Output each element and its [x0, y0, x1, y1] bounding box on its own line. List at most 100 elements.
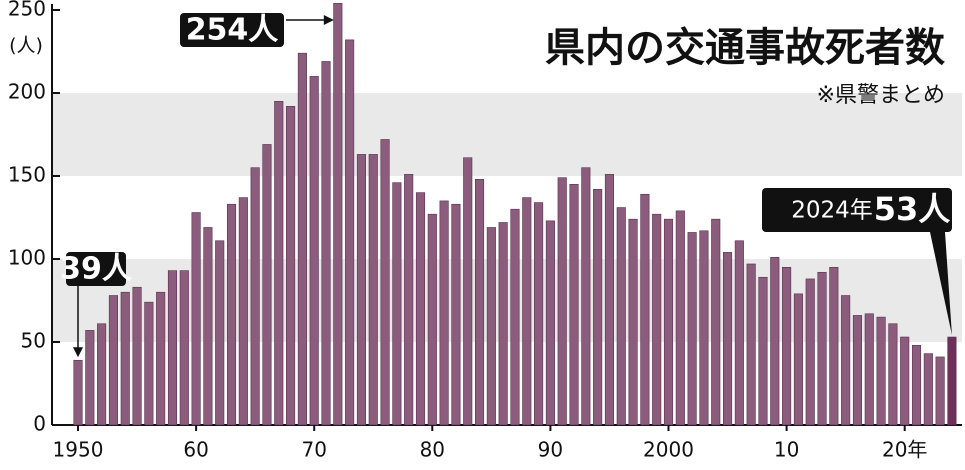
y-tick-label: 0 — [33, 412, 46, 436]
bar — [675, 210, 685, 426]
annotation-prefix: 2024年 — [791, 198, 873, 224]
y-tick-label: 100 — [8, 246, 46, 270]
bar — [829, 266, 839, 426]
bar — [356, 154, 366, 426]
x-tick-label: 2000 — [643, 438, 694, 462]
bar — [864, 313, 874, 426]
bar — [144, 301, 154, 426]
x-tick-label: 10 — [774, 438, 799, 462]
bar — [203, 227, 213, 426]
x-tick-label: 60 — [183, 438, 208, 462]
bar — [557, 177, 567, 426]
bar — [498, 222, 508, 426]
bar — [876, 316, 886, 426]
bar — [947, 336, 957, 426]
band — [52, 93, 962, 176]
bar — [179, 270, 189, 426]
bar — [392, 182, 402, 426]
bar — [321, 61, 331, 426]
bar — [534, 202, 544, 426]
bar — [286, 105, 296, 426]
bar — [132, 286, 142, 426]
bar — [156, 291, 166, 426]
bar — [722, 252, 733, 426]
bar — [628, 218, 638, 426]
bar — [380, 139, 390, 426]
bar — [274, 101, 284, 426]
y-tick-label: 50 — [21, 329, 46, 353]
x-tick-label: 1950 — [53, 438, 104, 462]
bar — [652, 213, 662, 426]
bar — [262, 144, 272, 426]
x-tick-label: 70 — [301, 438, 326, 462]
annotation-box — [66, 252, 126, 286]
bar — [463, 157, 473, 426]
x-tick-label: 20年 — [882, 438, 927, 462]
annotation-box — [762, 188, 952, 232]
annotation-text: 39人 — [60, 252, 132, 287]
chart-subtitle: ※県警まとめ — [817, 83, 945, 108]
bar — [85, 330, 95, 426]
bar — [746, 263, 756, 426]
bar — [97, 323, 107, 426]
bar — [793, 293, 803, 426]
bar — [911, 345, 922, 426]
bar — [309, 76, 319, 426]
bar — [415, 192, 426, 426]
bar — [368, 154, 378, 426]
bar — [226, 203, 237, 426]
bar — [569, 184, 579, 426]
bar — [522, 197, 532, 426]
bar — [120, 291, 130, 426]
bar — [923, 353, 933, 426]
y-axis-label: (人) — [9, 35, 43, 57]
bar — [900, 336, 910, 426]
bar — [333, 3, 343, 426]
bar — [427, 213, 437, 426]
annotation-box — [180, 13, 284, 47]
bar — [782, 266, 792, 426]
annotation-pointer — [930, 232, 952, 336]
bar — [758, 276, 768, 426]
bar — [699, 230, 709, 426]
bar — [770, 257, 780, 426]
bar — [439, 200, 449, 426]
bar — [711, 218, 721, 426]
y-tick-label: 250 — [8, 0, 46, 21]
bar — [297, 52, 307, 426]
bar — [108, 295, 118, 426]
bar — [841, 295, 851, 426]
bar — [215, 240, 225, 426]
bar — [451, 203, 461, 426]
arrow-head — [323, 15, 334, 25]
bar — [510, 208, 520, 426]
bar — [734, 240, 744, 426]
bar — [687, 232, 697, 426]
chart-title: 県内の交通事故死者数 — [545, 25, 945, 71]
x-tick-label: 80 — [420, 438, 445, 462]
bar — [474, 179, 485, 426]
bar — [581, 167, 591, 426]
bar — [167, 270, 178, 426]
bar — [238, 197, 248, 426]
annotation-text: 254人 — [186, 13, 279, 48]
bar — [640, 193, 650, 426]
bar — [545, 220, 555, 426]
arrow-head — [73, 347, 83, 358]
bar — [486, 227, 496, 426]
bar — [404, 174, 414, 426]
bar — [345, 39, 355, 426]
annotation-text: 53人 — [874, 190, 951, 228]
y-tick-label: 150 — [8, 163, 46, 187]
bar — [805, 278, 815, 426]
bar — [250, 167, 260, 426]
bar — [593, 188, 603, 426]
bar — [73, 359, 83, 426]
y-tick-label: 200 — [8, 80, 46, 104]
bar — [663, 218, 674, 426]
bar — [888, 323, 898, 426]
bar — [191, 212, 201, 426]
x-tick-label: 90 — [538, 438, 563, 462]
bar — [604, 174, 615, 426]
